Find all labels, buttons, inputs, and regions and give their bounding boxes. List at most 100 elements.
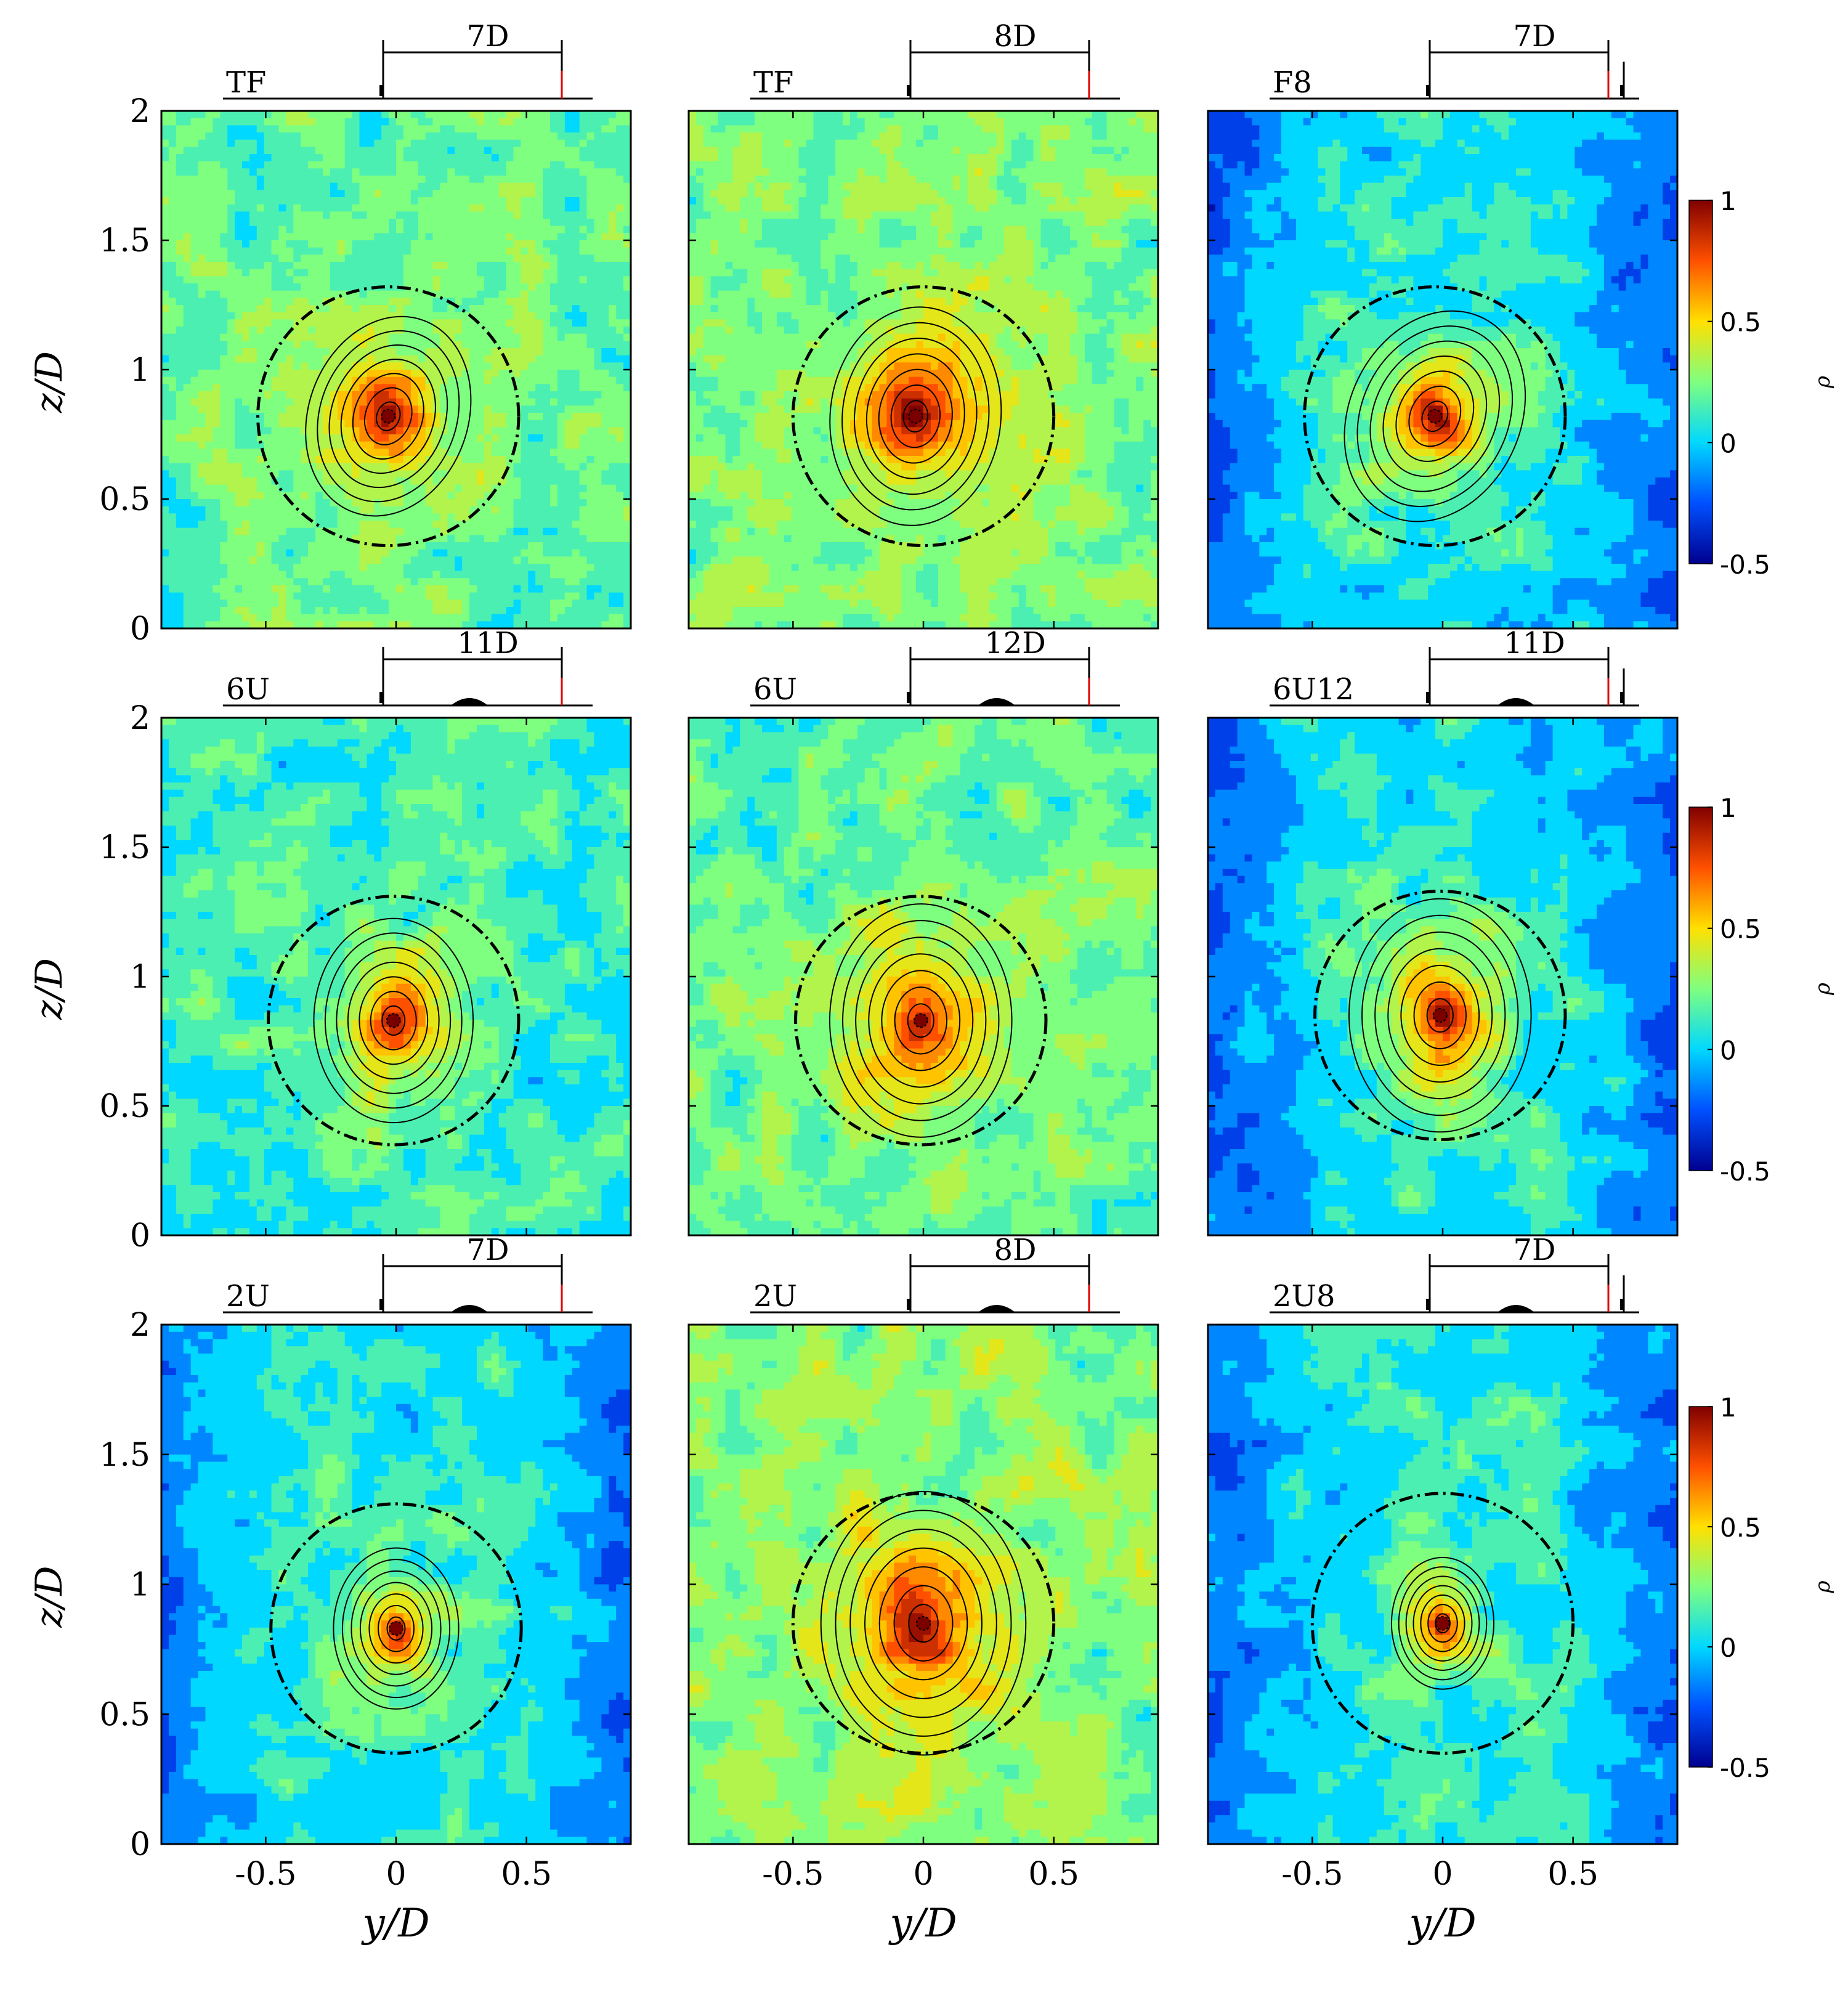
contour-level-cell (308, 578, 323, 586)
contour-level-cell (557, 384, 580, 392)
contour-level-cell (1084, 405, 1093, 413)
contour-level-cell (506, 111, 521, 119)
contour-level-cell (1501, 607, 1509, 615)
contour-level-cell (1092, 190, 1115, 198)
contour-level-cell (1092, 276, 1137, 284)
contour-level-cell (161, 1020, 177, 1028)
contour-level-cell (1092, 111, 1108, 119)
contour-level-cell (176, 1020, 316, 1028)
contour-level-cell (476, 998, 485, 1006)
contour-level-cell (1479, 283, 1488, 291)
contour-level-cell (718, 477, 763, 486)
contour-level-cell (828, 725, 858, 733)
contour-level-cell (997, 197, 1012, 205)
contour-level-cell (1501, 535, 1517, 543)
contour-level-cell (381, 854, 455, 862)
contour-level-cell (1230, 427, 1275, 435)
contour-level-cell (168, 940, 294, 948)
contour-level-cell (879, 219, 902, 227)
contour-level-cell (359, 739, 382, 747)
contour-level-cell (161, 621, 184, 628)
contour-level-cell (879, 607, 902, 615)
contour-level-cell (498, 1048, 514, 1056)
contour-level-cell (161, 1041, 169, 1049)
contour-level-cell (359, 1063, 389, 1071)
contour-level-cell (849, 362, 865, 370)
contour-level-cell (952, 492, 1019, 500)
contour-level-cell (609, 768, 631, 776)
contour-level-cell (330, 789, 360, 797)
contour-level-cell (264, 262, 272, 270)
contour-level-cell (432, 571, 441, 579)
contour-level-cell (286, 355, 294, 363)
contour-level-cell (821, 398, 829, 406)
contour-level-cell (1295, 341, 1319, 349)
contour-level-cell (718, 782, 800, 790)
contour-level-cell (1391, 276, 1400, 284)
contour-line (878, 368, 953, 464)
contour-level-cell (418, 449, 434, 457)
contour-level-cell (220, 1192, 235, 1200)
contour-level-cell (301, 362, 309, 370)
contour-level-cell (447, 176, 470, 184)
contour-level-cell (425, 1163, 455, 1171)
contour-level-cell (564, 125, 580, 133)
contour-level-cell (1281, 513, 1297, 521)
contour-level-cell (689, 327, 697, 335)
contour-level-cell (1151, 499, 1158, 507)
contour-level-cell (1092, 370, 1115, 378)
contour-level-cell (1092, 290, 1115, 298)
contour-level-cell (176, 861, 235, 869)
contour-level-cell (835, 718, 865, 726)
contour-level-cell (798, 204, 821, 212)
contour-level-cell (1428, 348, 1473, 356)
contour-level-cell (381, 847, 441, 855)
distance-label: 7D (1513, 19, 1555, 54)
contour-level-cell (1266, 391, 1289, 399)
contour-level-cell (161, 370, 199, 378)
contour-level-cell (227, 564, 280, 572)
contour-level-cell (718, 240, 755, 248)
contour-level-cell (1611, 276, 1627, 284)
contour-level-cell (440, 1106, 455, 1114)
contour-level-cell (1633, 125, 1677, 133)
contour-level-cell (235, 1171, 250, 1179)
contour-level-cell (190, 477, 206, 486)
contour-level-cell (703, 578, 770, 586)
contour-level-cell (689, 492, 726, 500)
contour-level-cell (1369, 204, 1392, 212)
contour-level-cell (1670, 182, 1677, 190)
contour-level-cell (601, 1192, 631, 1200)
contour-level-cell (938, 571, 961, 579)
contour-level-cell (271, 276, 294, 284)
contour-level-cell (352, 818, 382, 826)
contour-level-cell (1281, 376, 1333, 384)
contour-level-cell (740, 413, 755, 421)
contour-level-cell (330, 919, 346, 927)
contour-level-cell (1244, 298, 1319, 306)
contour-level-cell (521, 211, 543, 219)
contour-level-cell (1318, 348, 1348, 356)
contour-level-cell (447, 739, 455, 747)
contour-level-cell (747, 527, 755, 535)
contour-level-cell (1281, 161, 1319, 169)
contour-level-cell (264, 1113, 294, 1121)
contour-level-cell (1597, 398, 1605, 406)
contour-level-cell (864, 384, 880, 392)
contour-level-cell (586, 775, 631, 783)
contour-level-cell (857, 176, 880, 184)
contour-level-cell (798, 147, 836, 155)
contour-line (902, 400, 929, 433)
contour-level-cell (586, 427, 609, 435)
contour-level-cell (205, 506, 221, 514)
contour-level-cell (1545, 327, 1590, 335)
contour-level-cell (732, 147, 763, 155)
contour-level-cell (864, 370, 880, 378)
contour-level-cell (813, 398, 821, 406)
contour-level-cell (689, 139, 704, 147)
contour-level-cell (762, 319, 777, 327)
contour-level-cell (1215, 376, 1238, 384)
contour-level-cell (227, 775, 272, 783)
contour-level-cell (293, 571, 331, 579)
contour-level-cell (550, 219, 595, 227)
